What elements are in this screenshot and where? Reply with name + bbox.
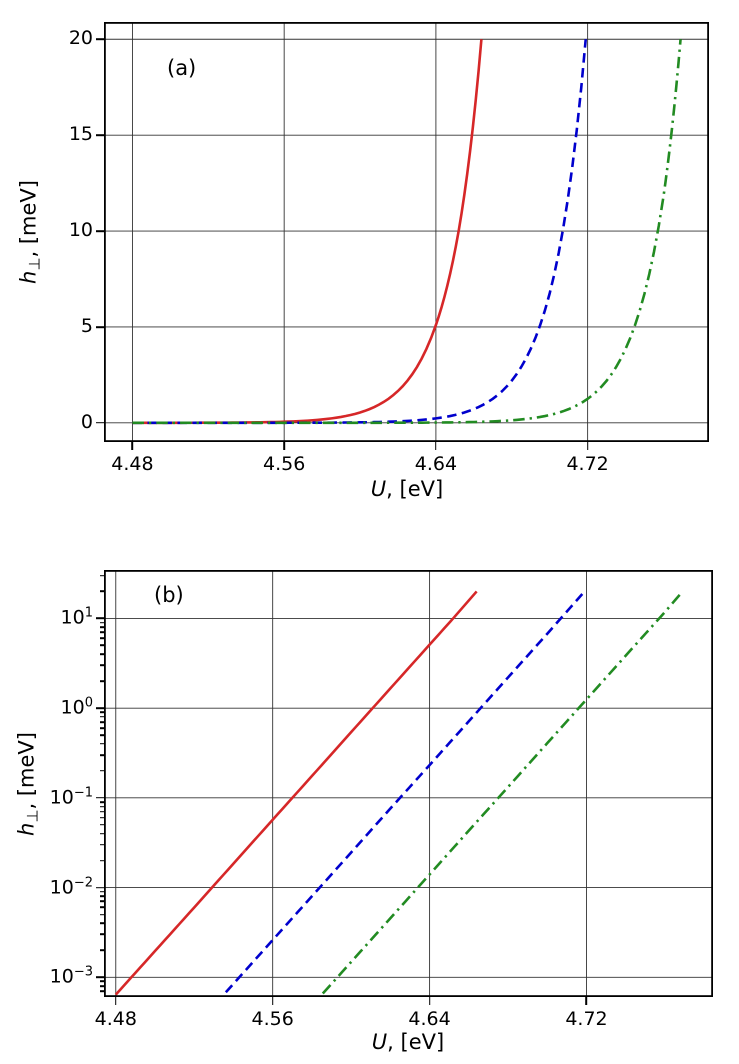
x-tick: [283, 442, 285, 450]
y-tick-exponent: 1: [84, 606, 93, 622]
y-tick: [96, 976, 104, 979]
y-tick-label: 0: [80, 410, 93, 433]
x-tick-label: 4.64: [414, 453, 458, 475]
x-tick-label: 4.72: [566, 453, 609, 475]
panel-b-x-axis-label: U, [eV]: [372, 1030, 444, 1054]
x-tick-label: 4.72: [565, 1008, 608, 1030]
x-tick: [435, 442, 437, 450]
panel-b-y-axis-label: h⊥, [meV]: [15, 732, 42, 836]
y-tick: [96, 886, 104, 889]
panel-a-canvas: [104, 22, 709, 442]
y-tick-exponent: 0: [84, 695, 93, 711]
x-axis-units: , [eV]: [386, 477, 444, 501]
axes-spine: [104, 22, 709, 442]
curve-green-dash-dot: [132, 39, 682, 425]
y-tick-label: 10: [68, 219, 93, 242]
panel-a-tag: (a): [167, 56, 196, 80]
x-tick: [271, 997, 274, 1005]
y-tick: [96, 707, 104, 709]
x-axis-variable: U: [371, 1030, 388, 1054]
panel-b-tag: (b): [154, 583, 184, 607]
y-tick-exponent: −2: [73, 875, 93, 891]
curve-red-solid: [114, 590, 478, 996]
y-axis-subscript: ⊥: [25, 257, 44, 271]
x-tick: [114, 997, 117, 1005]
y-tick: [96, 38, 104, 41]
y-tick-label: 100: [60, 695, 93, 719]
y-axis-units: , [meV]: [14, 732, 39, 810]
panel-a-y-axis-label: h⊥, [meV]: [17, 180, 44, 284]
x-tick: [131, 442, 134, 450]
y-tick-label: 10−3: [49, 964, 93, 988]
y-tick: [96, 797, 104, 799]
y-tick: [96, 230, 104, 232]
y-axis-variable: h: [16, 270, 41, 284]
y-axis-variable: h: [14, 822, 39, 836]
x-tick-label: 4.56: [263, 453, 306, 475]
x-axis-units: , [eV]: [387, 1030, 445, 1054]
y-tick-label: 10−1: [49, 785, 93, 809]
x-tick-label: 4.48: [94, 1008, 137, 1030]
panel-a-tag-text: (a): [167, 56, 197, 80]
y-axis-subscript: ⊥: [23, 809, 42, 823]
x-axis-variable: U: [370, 477, 387, 501]
panel-a-x-axis-label: U, [eV]: [371, 477, 443, 501]
y-tick-label: 101: [60, 606, 93, 630]
x-tick-label: 4.56: [251, 1008, 294, 1030]
y-tick-label: 15: [68, 123, 93, 146]
y-tick: [96, 326, 104, 328]
y-axis-units: , [meV]: [16, 180, 41, 258]
curve-blue-dashed: [219, 590, 586, 997]
panel-b-canvas: [104, 570, 713, 997]
y-tick-label: 20: [68, 27, 93, 50]
curve-green-dash-dot: [317, 590, 684, 997]
y-tick: [96, 422, 104, 424]
x-tick: [586, 442, 589, 450]
panel-b-tag-text: (b): [154, 583, 184, 607]
x-tick-label: 4.64: [408, 1008, 451, 1030]
x-tick: [428, 997, 431, 1005]
x-tick-label: 4.48: [111, 453, 154, 475]
y-tick: [96, 617, 104, 620]
x-tick: [585, 997, 588, 1005]
y-tick: [96, 134, 104, 136]
y-tick-label: 5: [80, 315, 93, 337]
y-tick-exponent: −1: [73, 785, 93, 801]
y-tick-label: 10−2: [49, 875, 93, 899]
axes-spine: [104, 570, 713, 997]
y-tick-exponent: −3: [73, 964, 93, 980]
